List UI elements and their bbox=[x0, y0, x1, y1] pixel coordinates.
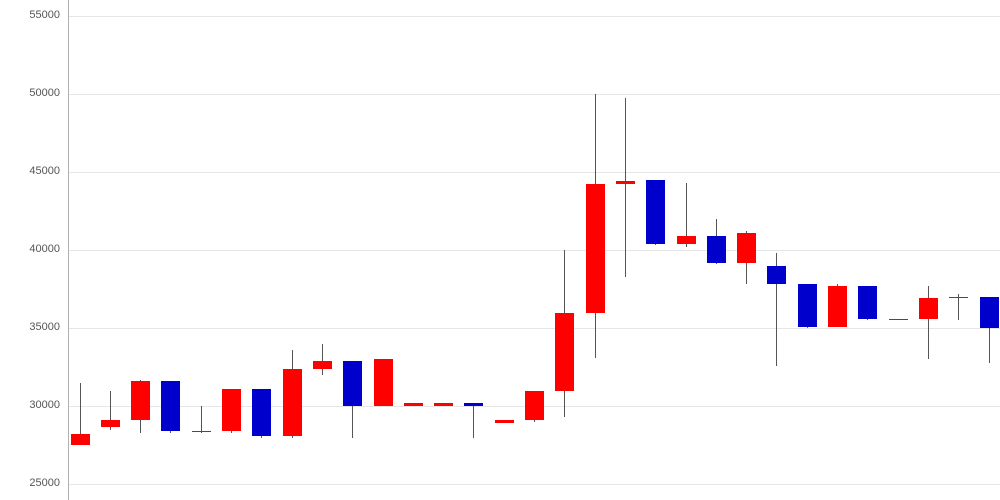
candle-body bbox=[434, 403, 453, 406]
y-axis-tick-label: 25000 bbox=[0, 477, 60, 489]
grid-line bbox=[68, 250, 1000, 251]
candle-body bbox=[101, 420, 120, 426]
candle-body bbox=[616, 181, 635, 184]
candlestick-chart: 25000 30000 35000 40000 45000 50000 55000 bbox=[0, 0, 1000, 500]
candle-body bbox=[798, 284, 817, 326]
candle-wick bbox=[201, 406, 202, 433]
candle-body bbox=[313, 361, 332, 369]
candle-wick bbox=[322, 344, 323, 375]
y-axis-line bbox=[68, 0, 69, 500]
candle-wick bbox=[473, 403, 474, 437]
grid-line bbox=[68, 328, 1000, 329]
candle-body bbox=[283, 369, 302, 436]
grid-line bbox=[68, 94, 1000, 95]
grid-line bbox=[68, 484, 1000, 485]
candle-body bbox=[586, 184, 605, 312]
candle-body bbox=[949, 297, 968, 299]
candle-body bbox=[222, 389, 241, 431]
candle-body bbox=[161, 381, 180, 431]
y-axis-tick-label: 45000 bbox=[0, 165, 60, 177]
y-axis-tick-label: 30000 bbox=[0, 399, 60, 411]
candle-body bbox=[525, 391, 544, 421]
candle-body bbox=[889, 319, 908, 321]
candle-body bbox=[464, 403, 483, 406]
grid-line bbox=[68, 172, 1000, 173]
candle-wick bbox=[625, 98, 626, 276]
candle-body bbox=[919, 298, 938, 318]
candle-body bbox=[71, 434, 90, 445]
y-axis-tick-label: 40000 bbox=[0, 243, 60, 255]
y-axis-tick-label: 55000 bbox=[0, 9, 60, 21]
candle-body bbox=[828, 286, 847, 327]
candle-body bbox=[374, 359, 393, 406]
candle-body bbox=[555, 313, 574, 391]
y-axis-tick-label: 35000 bbox=[0, 321, 60, 333]
candle-body bbox=[252, 389, 271, 436]
candle-body bbox=[980, 297, 999, 328]
candle-body bbox=[707, 236, 726, 263]
candle-body bbox=[131, 381, 150, 420]
grid-line bbox=[68, 16, 1000, 17]
candle-body bbox=[767, 266, 786, 285]
candle-body bbox=[646, 180, 665, 244]
candle-body bbox=[737, 233, 756, 263]
candle-body bbox=[404, 403, 423, 406]
y-axis-tick-label: 50000 bbox=[0, 87, 60, 99]
candle-wick bbox=[928, 286, 929, 359]
candle-body bbox=[192, 431, 211, 432]
candle-body bbox=[677, 236, 696, 244]
candle-body bbox=[343, 361, 362, 406]
candle-body bbox=[858, 286, 877, 319]
candle-body bbox=[495, 420, 514, 423]
